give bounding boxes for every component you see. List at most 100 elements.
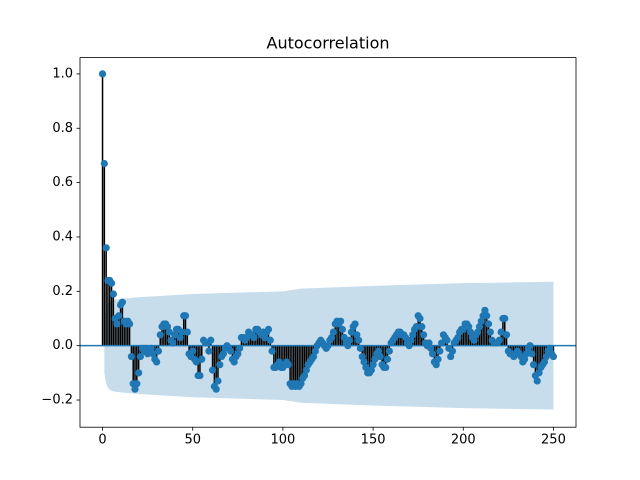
marker — [131, 385, 139, 393]
marker — [181, 312, 190, 320]
marker — [546, 344, 554, 352]
marker — [198, 355, 206, 363]
marker — [100, 159, 108, 168]
marker — [432, 361, 440, 369]
marker — [264, 325, 273, 333]
marker — [230, 358, 238, 366]
marker — [216, 361, 224, 369]
marker — [502, 331, 511, 339]
y-tick-label: 0.2 — [52, 284, 73, 299]
marker — [385, 347, 393, 355]
marker — [355, 336, 363, 344]
y-tick-label: 0.6 — [52, 175, 73, 190]
marker — [401, 333, 410, 342]
marker — [438, 339, 446, 347]
marker — [522, 350, 531, 358]
marker — [483, 312, 491, 320]
marker — [107, 279, 116, 287]
marker — [474, 328, 482, 336]
marker — [176, 333, 184, 342]
marker — [346, 336, 354, 344]
marker — [147, 344, 155, 352]
marker — [133, 380, 141, 388]
marker — [418, 323, 426, 331]
marker — [189, 347, 197, 355]
marker — [337, 317, 345, 325]
marker — [369, 361, 377, 369]
marker — [135, 369, 143, 377]
marker — [520, 355, 529, 363]
marker — [165, 328, 173, 336]
marker — [127, 352, 136, 361]
marker — [212, 385, 220, 393]
marker — [275, 358, 283, 366]
x-tick-label: 250 — [541, 433, 566, 448]
marker — [374, 347, 383, 355]
marker — [459, 325, 467, 333]
marker — [542, 352, 550, 361]
marker — [266, 336, 274, 344]
marker — [268, 347, 276, 355]
marker — [427, 344, 435, 352]
marker — [102, 244, 110, 252]
x-tick-label: 200 — [451, 433, 476, 448]
marker — [436, 347, 444, 355]
marker — [486, 328, 494, 336]
marker — [329, 328, 338, 336]
chart-title: Autocorrelation — [267, 34, 390, 53]
marker — [475, 323, 484, 331]
marker — [250, 333, 258, 342]
marker — [115, 312, 123, 320]
marker — [98, 70, 107, 78]
marker — [309, 352, 318, 361]
marker — [178, 328, 186, 336]
marker — [481, 306, 489, 314]
marker — [497, 328, 505, 336]
marker — [409, 331, 417, 339]
marker — [358, 352, 366, 361]
marker — [443, 336, 451, 344]
marker — [526, 342, 534, 350]
marker — [535, 369, 543, 377]
marker — [196, 371, 204, 380]
marker — [118, 298, 126, 306]
marker — [284, 361, 292, 369]
marker — [356, 344, 365, 352]
marker — [156, 331, 164, 339]
marker — [227, 347, 235, 355]
marker — [207, 336, 215, 344]
marker — [261, 333, 269, 342]
marker — [297, 380, 305, 388]
marker — [383, 355, 392, 363]
marker — [412, 323, 420, 331]
marker — [382, 363, 390, 372]
marker — [192, 358, 200, 366]
y-tick-label: 0.0 — [52, 338, 73, 353]
marker — [405, 342, 413, 350]
marker — [347, 328, 356, 336]
x-tick-label: 50 — [184, 433, 201, 448]
marker — [528, 350, 536, 358]
marker — [328, 333, 336, 342]
marker — [234, 350, 242, 358]
marker — [169, 339, 177, 347]
marker — [470, 336, 478, 344]
marker — [447, 352, 455, 361]
x-tick-label: 0 — [98, 433, 106, 448]
marker — [149, 350, 157, 358]
marker — [367, 366, 375, 374]
marker — [416, 314, 424, 323]
marker — [429, 350, 437, 358]
marker — [448, 347, 457, 355]
marker — [340, 333, 348, 342]
marker — [362, 363, 370, 372]
marker — [407, 336, 415, 344]
marker — [549, 352, 558, 361]
marker — [300, 371, 309, 380]
x-tick-label: 100 — [270, 433, 295, 448]
marker — [454, 333, 462, 342]
marker — [533, 377, 541, 385]
marker — [338, 325, 347, 333]
